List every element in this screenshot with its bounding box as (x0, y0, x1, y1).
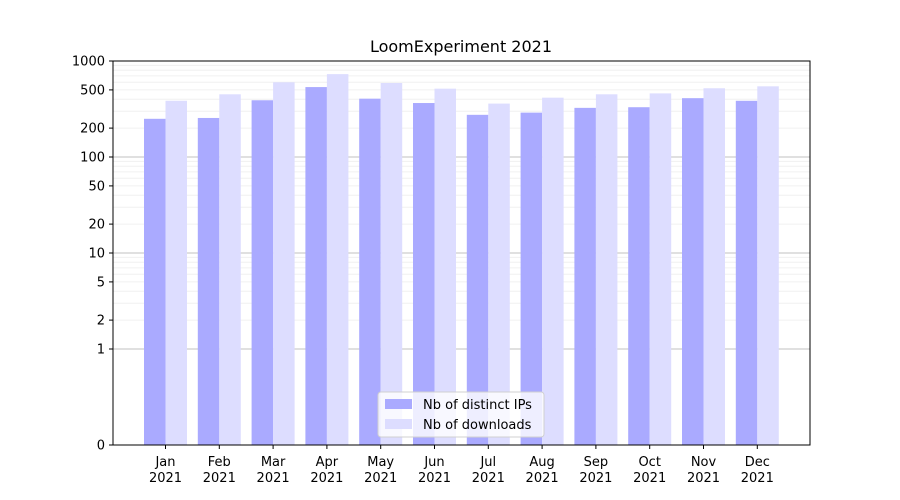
bar-downloads (703, 88, 725, 446)
x-tick-label-year: 2021 (257, 471, 290, 486)
x-tick-label-month: Dec (745, 455, 770, 470)
bar-distinct-ips (682, 98, 704, 445)
x-tick-label-year: 2021 (418, 471, 451, 486)
x-tick-label-year: 2021 (687, 471, 720, 486)
y-tick-label: 0 (97, 439, 105, 454)
y-tick-label: 500 (80, 83, 105, 98)
bar-downloads (488, 103, 510, 445)
bar-downloads (380, 82, 403, 446)
bar-distinct-ips (628, 107, 650, 446)
bar-downloads (434, 88, 456, 445)
bar-downloads (757, 86, 779, 445)
x-tick-label-year: 2021 (526, 471, 559, 486)
bar-downloads (649, 93, 672, 446)
bar-downloads (595, 94, 618, 445)
bar-downloads (165, 100, 187, 445)
x-tick-label-month: Jan (154, 455, 175, 470)
chart-title: LoomExperiment 2021 (370, 37, 552, 56)
x-tick-label-month: Feb (208, 455, 231, 470)
x-tick-label-year: 2021 (203, 471, 236, 486)
x-axis: Jan2021Feb2021Mar2021Apr2021May2021Jun20… (149, 445, 774, 486)
bar-distinct-ips (305, 87, 327, 445)
x-tick-label-year: 2021 (364, 471, 397, 486)
y-tick-label: 20 (88, 218, 105, 233)
y-tick-label: 1 (97, 343, 105, 358)
bar-distinct-ips (144, 118, 166, 445)
x-tick-label-year: 2021 (741, 471, 774, 486)
y-tick-label: 10 (88, 247, 105, 262)
bar-distinct-ips (359, 98, 381, 445)
y-tick-label: 5 (97, 275, 105, 290)
x-tick-label-month: Jun (423, 455, 444, 470)
bars-group (144, 74, 779, 446)
legend-label: Nb of downloads (423, 418, 532, 433)
y-tick-label: 100 (80, 151, 105, 166)
x-tick-label-month: May (367, 455, 394, 470)
x-tick-label-month: Oct (638, 455, 660, 470)
legend-box (377, 391, 545, 438)
y-tick-label: 200 (80, 122, 105, 137)
bar-downloads (542, 97, 564, 445)
y-tick-label: 2 (97, 314, 105, 329)
x-tick-label-month: Nov (691, 455, 717, 470)
legend-label: Nb of distinct IPs (423, 398, 532, 413)
x-tick-label-year: 2021 (149, 471, 182, 486)
x-tick-label-month: Sep (584, 455, 609, 470)
x-tick-label-year: 2021 (310, 471, 343, 486)
bar-distinct-ips (466, 114, 489, 445)
y-axis: 0 1 2 5 10 20 50 100 200 500 1000 (72, 55, 113, 454)
bar-downloads (219, 94, 241, 445)
x-tick-label-month: Mar (261, 455, 286, 470)
bar-distinct-ips (735, 100, 758, 445)
bar-distinct-ips (574, 107, 596, 446)
bar-distinct-ips (413, 103, 435, 445)
legend-swatch (385, 419, 412, 429)
x-tick-label-year: 2021 (472, 471, 505, 486)
bar-distinct-ips (251, 100, 274, 445)
x-tick-label-year: 2021 (579, 471, 612, 486)
y-tick-label: 50 (88, 179, 105, 194)
x-tick-label-month: Aug (529, 455, 554, 470)
y-tick-label: 1000 (72, 55, 105, 70)
legend-swatch (385, 399, 412, 409)
bar-distinct-ips (520, 112, 543, 445)
x-tick-label-month: Jul (479, 455, 496, 470)
bar-downloads (273, 82, 295, 445)
legend: Nb of distinct IPs Nb of downloads (377, 391, 545, 438)
bar-downloads (326, 74, 349, 445)
bar-distinct-ips (197, 117, 220, 446)
x-tick-label-year: 2021 (633, 471, 666, 486)
x-tick-label-month: Apr (316, 455, 339, 470)
